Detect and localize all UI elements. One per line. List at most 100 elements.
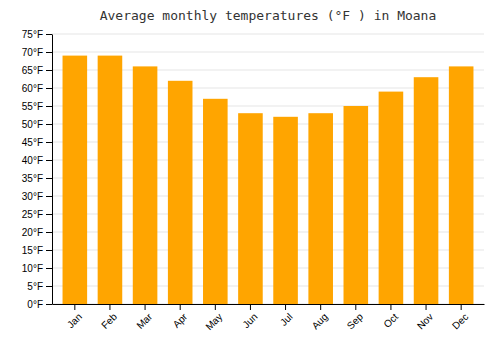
bar	[63, 56, 88, 304]
y-tick-label: 10°F	[22, 263, 43, 274]
bar	[414, 77, 439, 304]
bar	[168, 81, 193, 304]
y-tick: 15°F	[22, 245, 52, 256]
y-tick-label: 20°F	[22, 227, 43, 238]
y-tick: 60°F	[22, 83, 52, 94]
x-tick: Jun	[240, 304, 259, 330]
title: Average monthly temperatures (°F ) in Mo…	[100, 8, 437, 23]
y-axis-line	[52, 35, 53, 305]
y-tick-mark	[46, 160, 52, 161]
x-tick-label: Aug	[310, 311, 330, 331]
x-tick-label: Dec	[450, 311, 470, 331]
y-axis: 0°F 5°F 10°F 15°F 20°F 25°F 30°F 35°F 40°F 45°F 50…	[22, 29, 53, 310]
y-tick-mark	[46, 232, 52, 233]
chart-svg: 0°F 5°F 10°F 15°F 20°F 25°F 30°F 35°F 40°F 45°F 50…	[0, 0, 500, 350]
x-tick-label: Nov	[415, 311, 435, 331]
x-tick: Nov	[415, 304, 435, 331]
y-tick-label: 5°F	[27, 281, 43, 292]
x-tick: Oct	[381, 304, 400, 330]
x-tick: Dec	[450, 304, 470, 331]
chart-container: 0°F 5°F 10°F 15°F 20°F 25°F 30°F 35°F 40°F 45°F 50…	[0, 0, 500, 350]
x-tick-mark	[426, 304, 427, 310]
y-tick-label: 60°F	[22, 83, 43, 94]
y-tick-mark	[46, 70, 52, 71]
y-tick-label: 55°F	[22, 101, 43, 112]
y-tick-mark	[46, 178, 52, 179]
x-tick: Aug	[310, 304, 330, 331]
bar	[344, 106, 369, 304]
y-tick-label: 50°F	[22, 119, 43, 130]
y-tick: 40°F	[22, 155, 52, 166]
bar	[308, 113, 333, 304]
x-tick-label: Oct	[381, 311, 400, 330]
y-tick: 5°F	[27, 281, 52, 292]
x-tick-mark	[285, 304, 286, 310]
bar	[98, 56, 123, 304]
grid-line	[52, 34, 484, 35]
grid-line	[52, 52, 484, 53]
x-tick-mark	[180, 304, 181, 310]
y-tick: 20°F	[22, 227, 52, 238]
y-tick-mark	[46, 52, 52, 53]
y-tick: 65°F	[22, 65, 52, 76]
x-tick-mark	[109, 304, 110, 310]
y-tick-mark	[46, 196, 52, 197]
y-tick-label: 65°F	[22, 65, 43, 76]
x-axis-line	[53, 304, 485, 305]
y-tick: 10°F	[22, 263, 52, 274]
x-tick-label: Jun	[240, 311, 259, 330]
y-tick-mark	[46, 142, 52, 143]
y-tick: 25°F	[22, 209, 52, 220]
x-tick-mark	[461, 304, 462, 310]
bar	[449, 66, 474, 304]
x-tick: Jan	[65, 304, 84, 330]
y-tick-mark	[46, 250, 52, 251]
y-tick: 30°F	[22, 191, 52, 202]
y-tick-label: 25°F	[22, 209, 43, 220]
x-tick: May	[203, 304, 224, 332]
y-tick: 55°F	[22, 101, 52, 112]
y-tick: 35°F	[22, 173, 52, 184]
y-tick-mark	[46, 106, 52, 107]
bar	[203, 99, 228, 304]
y-tick-label: 70°F	[22, 47, 43, 58]
grid	[52, 34, 484, 304]
y-tick-mark	[46, 304, 52, 305]
y-tick-mark	[46, 124, 52, 125]
x-tick-label: Apr	[171, 311, 190, 330]
y-tick-mark	[46, 268, 52, 269]
x-tick-label: Mar	[134, 311, 154, 331]
x-tick-mark	[390, 304, 391, 310]
x-tick-mark	[250, 304, 251, 310]
y-tick-label: 35°F	[22, 173, 43, 184]
x-tick-mark	[320, 304, 321, 310]
y-tick-label: 30°F	[22, 191, 43, 202]
y-tick-label: 75°F	[22, 29, 43, 40]
bar	[273, 117, 298, 304]
y-tick-mark	[46, 34, 52, 35]
y-tick: 45°F	[22, 137, 52, 148]
y-tick-label: 15°F	[22, 245, 43, 256]
y-tick-label: 0°F	[27, 299, 43, 310]
x-tick-label: Feb	[99, 311, 119, 331]
y-tick-label: 40°F	[22, 155, 43, 166]
x-tick: Feb	[99, 304, 119, 331]
x-tick-mark	[145, 304, 146, 310]
y-tick-mark	[46, 286, 52, 287]
x-tick-label: Jan	[65, 311, 84, 330]
x-tick-mark	[215, 304, 216, 310]
x-tick-mark	[355, 304, 356, 310]
x-tick: Mar	[134, 304, 154, 331]
plot: 0°F 5°F 10°F 15°F 20°F 25°F 30°F 35°F 40°F 45°F 50…	[22, 29, 485, 333]
y-tick: 50°F	[22, 119, 52, 130]
x-tick: Apr	[171, 304, 190, 330]
x-tick-mark	[74, 304, 75, 310]
x-axis: Jan Feb Mar Apr May Jun Jul Aug Sep Oct Nov Dec	[53, 304, 485, 332]
x-tick: Jul	[278, 304, 295, 328]
y-tick: 0°F	[27, 299, 52, 310]
y-tick-label: 45°F	[22, 137, 43, 148]
bar	[238, 113, 263, 304]
x-tick-label: Jul	[278, 311, 295, 328]
y-tick: 70°F	[22, 47, 52, 58]
x-tick: Sep	[345, 304, 366, 331]
